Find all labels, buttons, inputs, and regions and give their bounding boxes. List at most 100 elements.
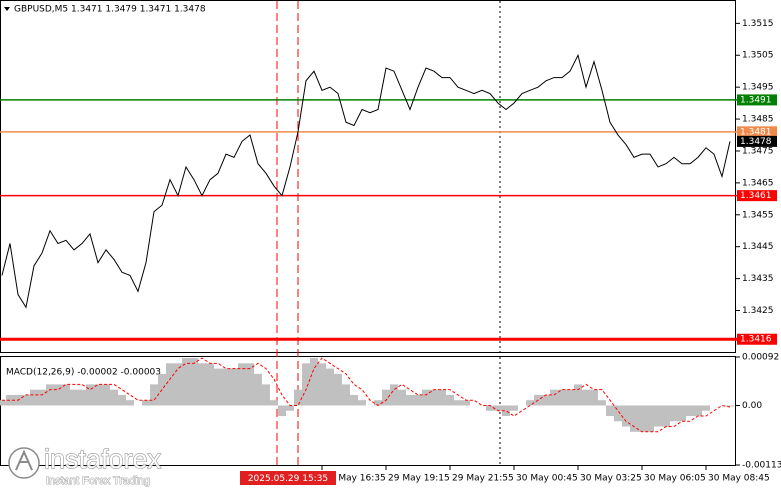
macd-bar (150, 384, 158, 406)
macd-bar (406, 394, 414, 406)
macd-bar (302, 363, 310, 406)
x-tick-label: 29 May 19:15 (388, 474, 450, 484)
macd-bar (38, 389, 46, 406)
macd-bar (422, 389, 430, 406)
macd-bar (350, 394, 358, 406)
macd-bar (294, 389, 302, 406)
macd-bar (430, 389, 438, 406)
macd-bar (142, 400, 150, 406)
macd-bar (270, 400, 278, 406)
macd-bar (462, 400, 470, 406)
macd-bar (358, 400, 366, 406)
macd-bar (486, 405, 494, 411)
macd-bar (278, 405, 286, 417)
macd-bar (526, 400, 534, 406)
y-tick-label: -0.00113 (742, 461, 781, 471)
macd-bar (86, 384, 94, 406)
macd-bar (582, 389, 590, 406)
macd-title: MACD(12,26,9) -0.00002 -0.00003 (6, 368, 161, 378)
macd-bar (198, 363, 206, 406)
macd-bar (126, 400, 134, 406)
macd-bar (390, 384, 398, 406)
macd-bar (190, 358, 198, 406)
level-box (737, 333, 777, 345)
macd-bar (22, 394, 30, 406)
macd-bar (222, 368, 230, 406)
watermark: instaforex Instant Forex Trading (8, 444, 162, 487)
macd-bar (510, 405, 518, 411)
y-tick-label: 1.3455 (742, 210, 774, 220)
macd-bar (638, 405, 646, 432)
macd-bar (566, 389, 574, 406)
macd-bar (102, 384, 110, 406)
macd-bar (334, 373, 342, 406)
macd-bar (54, 384, 62, 406)
x-tick-label: 29 May 21:55 (452, 474, 514, 484)
macd-bar (0, 400, 6, 406)
y-tick-label: 0.00092 (742, 353, 779, 363)
macd-bar (590, 389, 598, 406)
macd-bar (558, 389, 566, 406)
macd-bar (670, 405, 678, 422)
macd-bar (62, 384, 70, 406)
chart-title: GBPUSD,M5 1.3471 1.3479 1.3471 1.3478 (14, 5, 206, 15)
level-box (737, 190, 777, 202)
macd-bar (686, 405, 694, 417)
macd-bar (446, 394, 454, 406)
level-box (737, 126, 777, 138)
macd-bar (262, 384, 270, 406)
macd-bar (230, 368, 238, 406)
macd-bar (110, 389, 118, 406)
macd-bar (374, 400, 382, 406)
x-tick-label: 29 May 16:35 (324, 474, 386, 484)
macd-bar (174, 363, 182, 406)
macd-bar (342, 384, 350, 406)
macd-bar (254, 373, 262, 406)
y-tick-label: 1.3495 (742, 83, 774, 93)
macd-bar (414, 394, 422, 406)
macd-bar (646, 405, 654, 432)
level-box (737, 94, 777, 106)
macd-bar (694, 405, 702, 417)
logo-mark (15, 449, 33, 471)
macd-bar (318, 363, 326, 406)
x-tick-label: 30 May 03:25 (580, 474, 642, 484)
y-tick-label: 1.3445 (742, 242, 774, 252)
watermark-slogan: Instant Forex Trading (46, 475, 150, 487)
menu-triangle (4, 7, 10, 11)
y-tick-label: 1.3435 (742, 274, 774, 284)
macd-bar (438, 389, 446, 406)
level-label: 1.3491 (740, 95, 772, 105)
price-panel-frame (0, 0, 736, 353)
macd-bar (182, 358, 190, 406)
annotation-box (240, 471, 336, 485)
macd-bar (70, 389, 78, 406)
y-tick-label: 1.3425 (742, 306, 774, 316)
macd-bar (606, 405, 614, 417)
macd-bar (286, 405, 294, 411)
macd-bar (622, 405, 630, 427)
macd-bar (494, 405, 502, 411)
macd-bar (326, 368, 334, 406)
macd-bar (398, 389, 406, 406)
price-line (1, 53, 731, 309)
macd-bar (662, 405, 670, 427)
y-tick-label: 1.3475 (742, 146, 774, 156)
macd-bar (30, 389, 38, 406)
macd-bar (206, 363, 214, 406)
x-tick-label: 30 May 08:45 (708, 474, 770, 484)
price-label: 1.3478 (740, 137, 772, 147)
level-label: 1.3461 (740, 191, 772, 201)
macd-bar (702, 405, 710, 411)
macd-bar (574, 384, 582, 406)
macd-bar (118, 394, 126, 406)
macd-bar (502, 405, 510, 417)
y-tick-label: 1.3485 (742, 115, 774, 125)
macd-bar (214, 368, 222, 406)
macd-bar (654, 405, 662, 427)
price-box (737, 135, 777, 147)
level-label: 1.3416 (740, 335, 772, 345)
macd-bar (78, 389, 86, 406)
